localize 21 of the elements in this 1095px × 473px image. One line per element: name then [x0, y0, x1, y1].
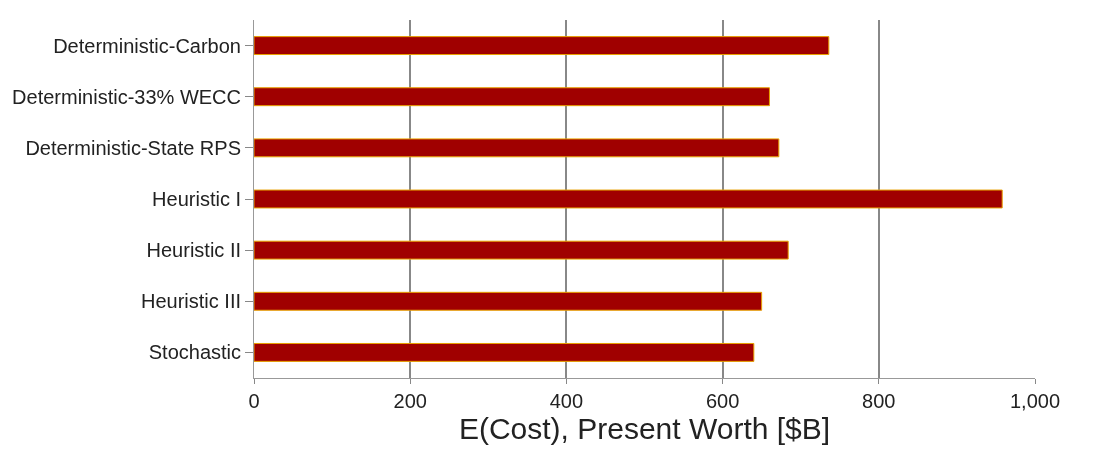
bar: [254, 342, 755, 362]
bar: [254, 291, 763, 311]
y-tick-label: Heuristic I: [152, 188, 241, 210]
x-tick-label: 400: [549, 390, 584, 412]
bar: [254, 87, 770, 107]
x-tick-label: 0: [248, 390, 260, 412]
y-tick-label: Heuristic II: [146, 239, 241, 262]
y-tick-label: Heuristic III: [140, 290, 241, 313]
bar: [254, 240, 789, 260]
y-tick-label: Stochastic: [148, 341, 241, 364]
x-tick-label: 600: [705, 390, 740, 412]
bar: [254, 189, 1003, 209]
y-tick-label: Deterministic-State RPS: [25, 136, 241, 159]
y-tick-label: Deterministic-33% WECC: [12, 85, 241, 108]
y-tick-label: Deterministic-Carbon: [53, 34, 241, 57]
x-tick-label: 800: [862, 390, 896, 412]
x-tick-label: 1,000: [1009, 390, 1061, 412]
bar: [254, 138, 780, 158]
bar: [254, 36, 830, 56]
x-tick-label: 200: [393, 390, 427, 412]
x-axis-title: E(Cost), Present Worth [$B]: [458, 412, 831, 445]
